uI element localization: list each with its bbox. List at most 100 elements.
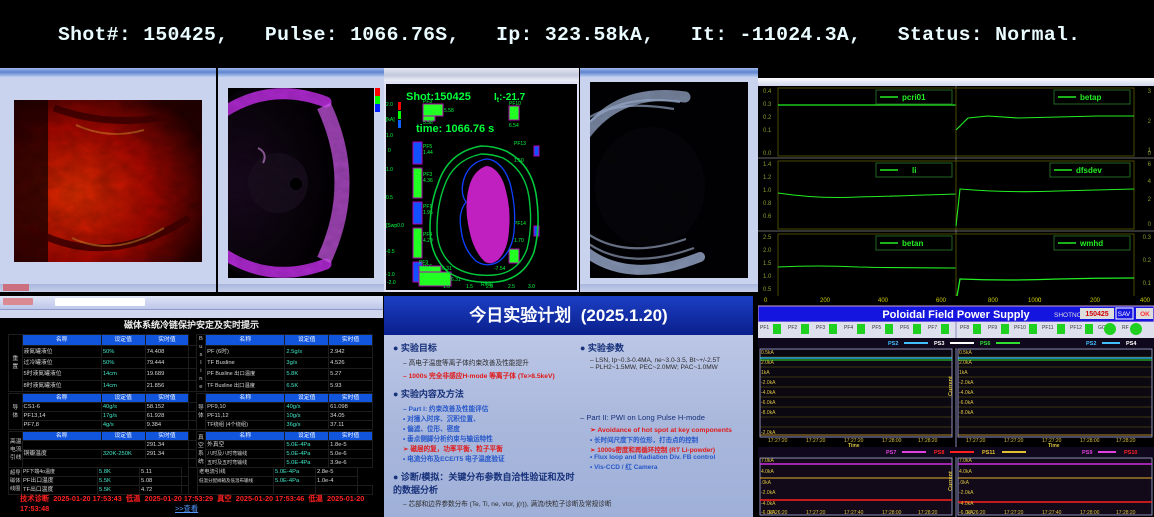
svg-text:17:27:20: 17:27:20 [806, 510, 826, 516]
svg-text:PF12: PF12 [1070, 325, 1082, 331]
svg-text:400: 400 [878, 298, 889, 304]
svg-text:1.0: 1.0 [386, 133, 393, 139]
svg-text:betap: betap [1080, 93, 1101, 102]
svg-text:PF10: PF10 [509, 101, 521, 107]
svg-text:OK: OK [1140, 311, 1150, 318]
svg-text:PF7: PF7 [423, 110, 432, 116]
svg-text:1.2: 1.2 [763, 175, 772, 181]
svg-text:1kA: 1kA [959, 370, 968, 376]
svg-text:PS8: PS8 [934, 450, 944, 456]
svg-text:0.5: 0.5 [763, 287, 772, 293]
svg-text:3: 3 [1148, 89, 1152, 95]
svg-text:0.5: 0.5 [386, 195, 393, 201]
svg-text:0.8: 0.8 [763, 201, 772, 207]
svg-text:17:27:20: 17:27:20 [806, 438, 826, 444]
svg-text:PF7: PF7 [928, 325, 937, 331]
svg-text:4.0kA: 4.0kA [959, 469, 972, 475]
svg-text:PS2: PS2 [888, 341, 898, 347]
svg-text:Current: Current [948, 471, 954, 491]
svg-text:PS10: PS10 [1124, 450, 1137, 456]
svg-text:7.0kA: 7.0kA [959, 458, 972, 464]
svg-text:PF10: PF10 [419, 266, 431, 272]
svg-text:17:28:20: 17:28:20 [1116, 510, 1136, 516]
svg-text:Poloidal Field Power Supply: Poloidal Field Power Supply [882, 309, 1030, 321]
svg-text:PS11: PS11 [982, 450, 995, 456]
svg-text:5.58: 5.58 [423, 120, 433, 126]
svg-text:-7.54: -7.54 [494, 266, 506, 272]
svg-text:0.1: 0.1 [1143, 281, 1152, 287]
svg-text:0: 0 [1148, 151, 1152, 157]
svg-text:17:27:20: 17:27:20 [768, 438, 788, 444]
svg-text:17:27:20: 17:27:20 [1004, 438, 1024, 444]
svg-text:RF: RF [1122, 325, 1129, 331]
svg-text:1.4: 1.4 [763, 162, 772, 168]
svg-text:PF13: PF13 [514, 141, 526, 147]
svg-text:-2.0kA: -2.0kA [761, 380, 776, 386]
svg-text:pcri01: pcri01 [902, 93, 926, 102]
svg-text:2: 2 [1148, 197, 1152, 203]
svg-text:-4.0kA: -4.0kA [761, 501, 776, 507]
svg-text:Current: Current [948, 376, 954, 396]
svg-text:4.0kA: 4.0kA [761, 469, 774, 475]
svg-text:PS9: PS9 [1082, 450, 1092, 456]
svg-text:-2.0kA: -2.0kA [959, 490, 974, 496]
svg-text:PF8: PF8 [960, 325, 969, 331]
svg-text:-2.0kA: -2.0kA [761, 430, 776, 436]
svg-text:.0kA: .0kA [761, 480, 772, 486]
svg-text:dfsdev: dfsdev [1076, 166, 1102, 175]
svg-text:PF9: PF9 [988, 325, 997, 331]
svg-text:0.0: 0.0 [763, 151, 772, 157]
svg-text:0: 0 [764, 298, 768, 304]
svg-text:17:27:20: 17:27:20 [1004, 510, 1024, 516]
svg-text:-8.0kA: -8.0kA [761, 410, 776, 416]
svg-text:17:28:20: 17:28:20 [918, 510, 938, 516]
svg-text:-8.0kA: -8.0kA [959, 410, 974, 416]
svg-text:0: 0 [1038, 298, 1042, 304]
svg-text:1.0: 1.0 [386, 167, 393, 173]
svg-text:1.5: 1.5 [763, 261, 772, 267]
svg-text:7.0kA: 7.0kA [761, 458, 774, 464]
svg-text:2.5: 2.5 [763, 235, 772, 241]
svg-text:PS6: PS6 [980, 341, 990, 347]
svg-text:1.70: 1.70 [514, 238, 524, 244]
svg-text:2.5: 2.5 [508, 284, 515, 290]
svg-text:PF3: PF3 [816, 325, 825, 331]
svg-text:17:27:40: 17:27:40 [844, 510, 864, 516]
svg-text:-4.0kA: -4.0kA [959, 390, 974, 396]
svg-text:PF4: PF4 [844, 325, 853, 331]
svg-text:17:28:00: 17:28:00 [882, 438, 902, 444]
svg-text:PS4: PS4 [1126, 341, 1137, 347]
svg-text:17:26:20: 17:26:20 [768, 510, 788, 516]
svg-text:1kA: 1kA [761, 370, 770, 376]
svg-text:-4.0kA: -4.0kA [959, 501, 974, 507]
svg-text:wmhd: wmhd [1079, 239, 1103, 248]
svg-text:2.0: 2.0 [763, 248, 772, 254]
svg-text:0.3: 0.3 [763, 102, 772, 108]
svg-text:PS2: PS2 [1086, 341, 1096, 347]
svg-text:PF6: PF6 [900, 325, 909, 331]
svg-text:2: 2 [1148, 119, 1152, 125]
svg-text:17:26:20: 17:26:20 [966, 510, 986, 516]
svg-text:-4.0kA: -4.0kA [761, 390, 776, 396]
svg-text:1.44: 1.44 [423, 150, 433, 156]
svg-text:PS3: PS3 [934, 341, 944, 347]
svg-text:0: 0 [388, 148, 391, 154]
svg-text:0.4: 0.4 [763, 89, 772, 95]
svg-text:3.0: 3.0 [528, 284, 535, 290]
svg-text:6: 6 [1148, 162, 1152, 168]
svg-text:.0kA: .0kA [959, 480, 970, 486]
svg-text:17:28:20: 17:28:20 [1116, 438, 1136, 444]
svg-text:1.5: 1.5 [466, 284, 473, 290]
svg-text:0.6: 0.6 [763, 214, 772, 220]
svg-text:17:27:20: 17:27:20 [966, 438, 986, 444]
svg-text:-1.0: -1.0 [386, 272, 395, 278]
svg-text:600: 600 [936, 298, 947, 304]
svg-text:PF10: PF10 [1014, 325, 1026, 331]
svg-text:0.2: 0.2 [763, 115, 772, 121]
svg-text:17:28:00: 17:28:00 [1080, 510, 1100, 516]
svg-text:17:27:40: 17:27:40 [1042, 510, 1062, 516]
svg-text:800: 800 [988, 298, 999, 304]
svg-text:0.1: 0.1 [763, 128, 772, 134]
svg-text:6.54: 6.54 [509, 123, 519, 129]
svg-text:PS7: PS7 [886, 450, 896, 456]
